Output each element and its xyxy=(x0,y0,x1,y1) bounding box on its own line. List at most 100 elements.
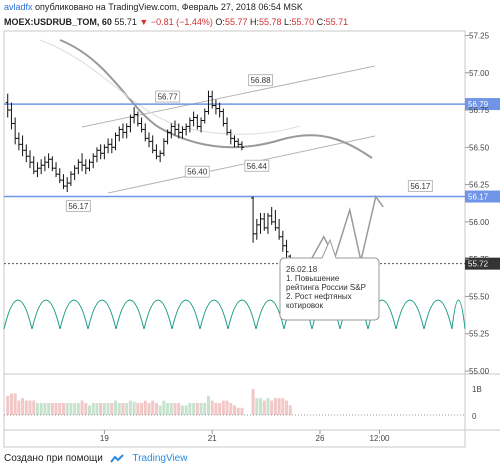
cycle-arc xyxy=(143,299,173,330)
volume-bar xyxy=(76,403,80,415)
volume-bar xyxy=(54,403,58,415)
price-label-box xyxy=(244,159,270,172)
footer-created-label: Создано при помощи xyxy=(4,453,103,464)
symbol-label: MOEX:USDRUB_TOM, 60 xyxy=(4,17,112,27)
price-change: −0.81 (−1.44%) xyxy=(150,17,213,27)
price-label-text: 56.44 xyxy=(247,162,268,171)
footer: Создано при помощи TradingView xyxy=(4,453,187,464)
volume-bar xyxy=(43,403,47,415)
y-tick-label: 56.75 xyxy=(469,106,490,115)
volume-bar xyxy=(154,403,158,415)
volume-bar xyxy=(61,403,65,415)
volume-bar xyxy=(39,403,43,415)
y-tick-label: 57.00 xyxy=(469,69,490,78)
low-value: 55.70 xyxy=(291,17,315,27)
price-tag-label: 56.79 xyxy=(468,100,489,109)
volume-bar xyxy=(143,400,147,415)
volume-bar xyxy=(24,400,28,415)
volume-bar xyxy=(88,405,92,415)
volume-bar xyxy=(17,400,21,415)
cycle-arc xyxy=(227,299,257,330)
volume-bar xyxy=(218,403,222,415)
volume-bar xyxy=(151,400,155,415)
price-label-text: 56.40 xyxy=(187,168,208,177)
volume-bar xyxy=(114,400,118,415)
volume-bar xyxy=(140,403,144,415)
price-label-box xyxy=(155,90,181,103)
volume-bar xyxy=(233,405,236,415)
price-tag-box xyxy=(465,98,500,111)
cycle-arc xyxy=(199,299,229,330)
tradingview-brand-link[interactable]: TradingView xyxy=(132,453,188,464)
x-tick-label: 26 xyxy=(316,434,325,443)
price-label-text: 56.88 xyxy=(251,76,272,85)
volume-bar xyxy=(65,403,69,415)
y-tick-label: 56.00 xyxy=(469,218,490,227)
price-label-text: 56.17 xyxy=(68,202,89,211)
callout-line-4: котировок xyxy=(286,301,324,310)
volume-bar xyxy=(184,405,188,415)
price-label-box xyxy=(65,200,91,213)
volume-bar xyxy=(95,403,99,415)
price-label-box xyxy=(407,180,433,193)
volume-bar xyxy=(136,403,140,415)
y-tick-label: 55.75 xyxy=(469,255,490,264)
volume-bar xyxy=(236,407,240,415)
change-down-arrow: ▼ xyxy=(139,17,149,27)
y-tick-label: 56.25 xyxy=(469,181,490,190)
volume-bar xyxy=(229,403,233,415)
price-chart[interactable]: 56.79 56.17 55.72 56.17 56.77 56.40 56.44 56.8… xyxy=(0,0,500,450)
volume-bar xyxy=(177,403,181,415)
author-name[interactable]: avladfx xyxy=(4,2,33,12)
x-tick-label: 19 xyxy=(100,434,109,443)
callout-line-3: 2. Рост нефтяных xyxy=(286,292,352,301)
ohlc-line: MOEX:USDRUB_TOM, 60 55.71 ▼ −0.81 (−1.44… xyxy=(4,17,348,27)
volume-bar xyxy=(6,395,10,415)
close-value: 55.71 xyxy=(325,17,349,27)
cycle-arc xyxy=(87,299,117,330)
volume-bar xyxy=(47,403,51,415)
volume-bar xyxy=(259,398,263,415)
volume-bar xyxy=(206,395,210,415)
price-tag-box xyxy=(465,190,500,203)
volume-bar xyxy=(91,403,95,415)
channel-lower-line xyxy=(107,135,376,194)
volume-bar xyxy=(35,403,39,415)
volume-bar xyxy=(158,405,162,415)
open-value: 55.77 xyxy=(224,17,248,27)
volume-bar xyxy=(106,403,110,415)
volume-bar xyxy=(199,403,203,415)
cycle-arc xyxy=(115,299,145,330)
cycle-arc xyxy=(3,299,33,330)
cycle-arc xyxy=(31,299,61,330)
volume-bar xyxy=(255,398,259,415)
forecast-path-line[interactable] xyxy=(308,194,384,265)
volume-bars xyxy=(4,389,465,416)
volume-bar xyxy=(266,398,270,415)
volume-bar xyxy=(28,400,32,415)
price-label-box xyxy=(248,74,274,87)
volume-bar xyxy=(9,393,13,415)
volume-bar xyxy=(281,398,285,415)
volume-bar xyxy=(273,398,277,415)
volume-bar xyxy=(240,407,244,415)
volume-bar xyxy=(84,403,88,415)
volume-bar xyxy=(21,398,25,415)
cycle-arc xyxy=(171,299,201,330)
volume-bar xyxy=(277,398,281,415)
publish-line: avladfx опубликовано на TradingView.com,… xyxy=(4,2,303,12)
y-tick-label: 56.50 xyxy=(469,143,490,152)
y-tick-label: 55.25 xyxy=(469,330,490,339)
price-tag-label: 55.72 xyxy=(468,260,489,269)
price-tag-box xyxy=(465,257,500,270)
last-price: 55.71 xyxy=(114,17,137,27)
publish-info: опубликовано на TradingView.com, Февраль… xyxy=(35,2,303,12)
volume-bar xyxy=(58,403,62,415)
close-label: C: xyxy=(316,17,326,27)
y-tick-label: 57.25 xyxy=(469,31,490,40)
volume-bar xyxy=(221,400,225,415)
volume-bar xyxy=(288,405,292,415)
volume-bar xyxy=(13,393,17,415)
news-callout[interactable]: 26.02.18 1. Повышение рейтинга России S&… xyxy=(279,238,380,321)
cycle-arc xyxy=(59,299,89,330)
